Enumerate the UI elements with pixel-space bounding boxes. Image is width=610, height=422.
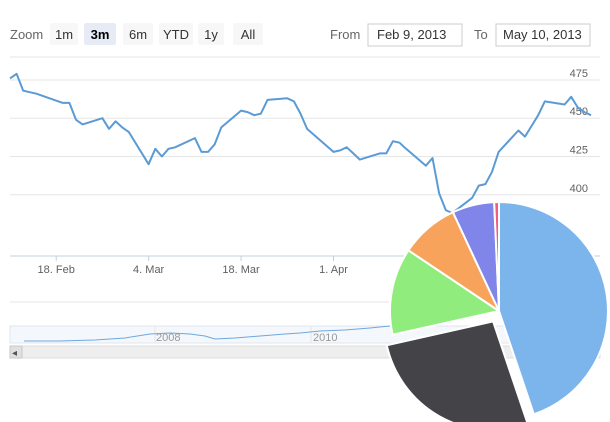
y-tick-label: 475	[570, 68, 588, 80]
zoom-button-bg[interactable]	[123, 23, 153, 45]
zoom-button-bg[interactable]	[233, 23, 263, 45]
pie-chart	[385, 201, 609, 422]
chevron-left-icon: ◂	[12, 348, 17, 359]
zoom-button-label: YTD	[163, 27, 189, 42]
y-tick-label: 400	[570, 183, 588, 195]
to-date-input[interactable]	[495, 23, 591, 47]
zoom-button-bg[interactable]	[198, 23, 224, 45]
y-tick-label: 450	[570, 106, 588, 118]
zoom-button-label: 3m	[91, 27, 110, 42]
zoom-button-bg[interactable]	[84, 23, 116, 45]
zoom-button-6m[interactable]: 6m	[123, 23, 153, 45]
y-tick-label: 425	[570, 145, 588, 157]
zoom-button-bg[interactable]	[159, 23, 193, 45]
x-tick-label: 18. Feb	[38, 264, 75, 276]
zoom-button-bg[interactable]	[50, 23, 78, 45]
zoom-button-ytd[interactable]: YTD	[159, 23, 193, 45]
zoom-button-1y[interactable]: 1y	[198, 23, 224, 45]
from-date-input[interactable]	[367, 23, 463, 47]
navigator-year-label: 2008	[156, 332, 180, 344]
zoom-button-label: 6m	[129, 27, 147, 42]
pie-slice[interactable]	[498, 201, 609, 416]
scroll-left-button[interactable]	[9, 345, 23, 359]
pie-slice[interactable]	[493, 201, 500, 312]
zoom-button-label: 1y	[204, 27, 218, 42]
zoom-button-all[interactable]: All	[233, 23, 263, 45]
from-date-value: Feb 9, 2013	[377, 27, 446, 42]
zoom-button-1m[interactable]: 1m	[50, 23, 78, 45]
x-tick-label: 4. Mar	[133, 264, 165, 276]
from-label: From	[330, 27, 360, 42]
pie-slice[interactable]	[389, 249, 500, 336]
pie-slice[interactable]	[385, 320, 529, 422]
navigator-series-line	[24, 325, 391, 342]
to-label: To	[474, 27, 488, 42]
zoom-selector: Zoom 1m 3m 6m YTD 1y All	[10, 23, 263, 45]
date-range: From Feb 9, 2013 To May 10, 2013	[330, 23, 591, 47]
y-axis-labels: 400 425 450 475	[570, 68, 588, 195]
to-date-value: May 10, 2013	[503, 27, 582, 42]
zoom-button-label: All	[241, 27, 256, 42]
zoom-button-label: 1m	[55, 27, 73, 42]
x-tick-label: 1. Apr	[319, 264, 348, 276]
price-line	[9, 72, 592, 215]
zoom-label: Zoom	[10, 27, 43, 42]
navigator-year-label: 2010	[313, 332, 337, 344]
grid-lines	[10, 79, 600, 196]
x-tick-label: 18. Mar	[222, 264, 260, 276]
zoom-button-3m[interactable]: 3m	[84, 23, 116, 45]
